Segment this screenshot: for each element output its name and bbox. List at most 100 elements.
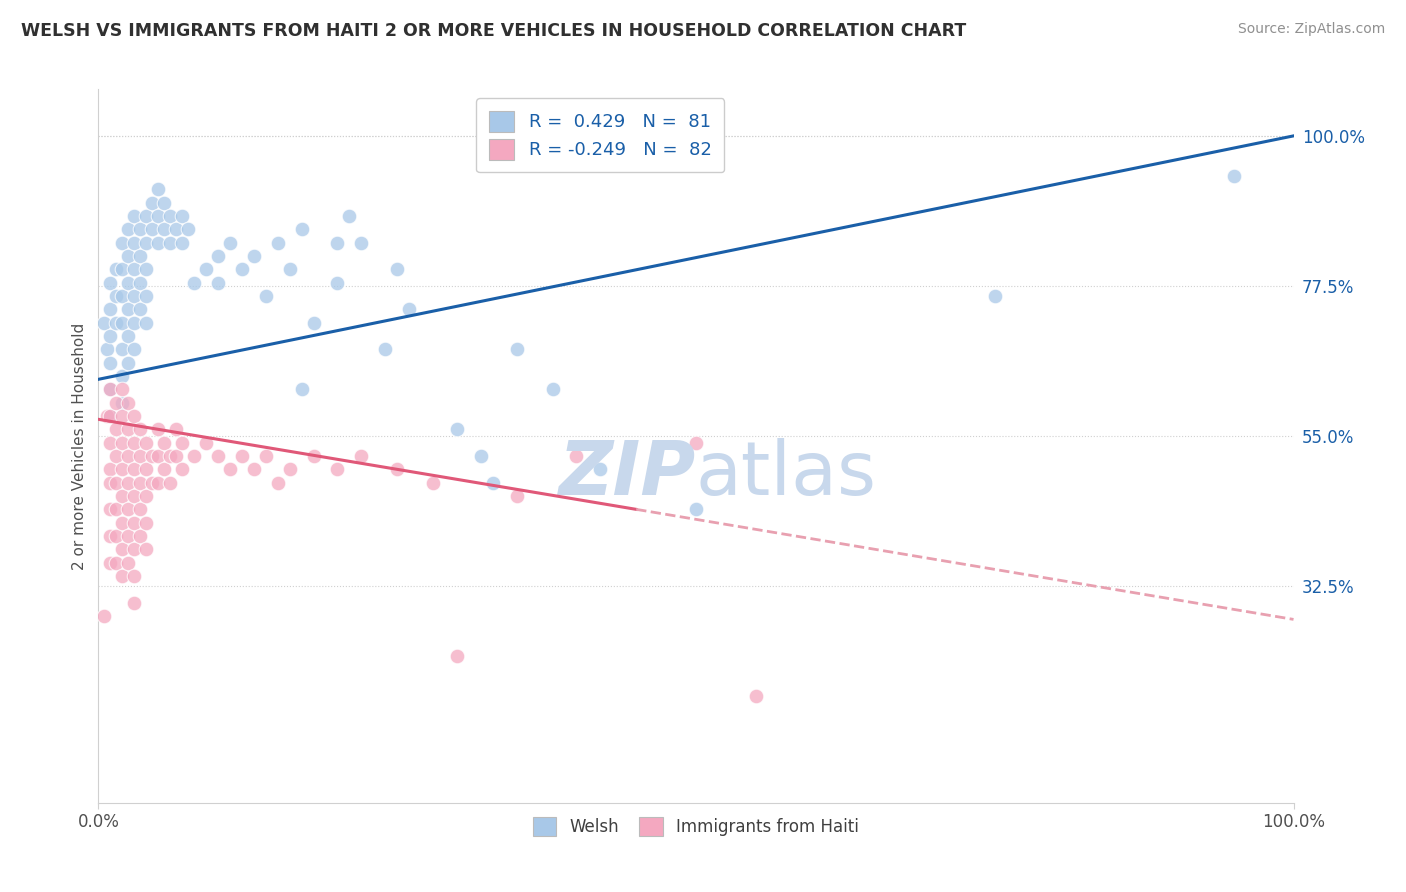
Point bbox=[589, 462, 612, 476]
Text: ZIP: ZIP bbox=[558, 438, 696, 511]
Point bbox=[685, 502, 707, 516]
Point bbox=[111, 462, 134, 476]
Point bbox=[1223, 169, 1246, 183]
Point bbox=[470, 449, 492, 463]
Point bbox=[96, 343, 118, 357]
Point bbox=[506, 343, 529, 357]
Point bbox=[141, 195, 163, 210]
Point bbox=[124, 289, 146, 303]
Point bbox=[117, 422, 139, 436]
Text: Source: ZipAtlas.com: Source: ZipAtlas.com bbox=[1237, 22, 1385, 37]
Point bbox=[111, 316, 134, 330]
Point bbox=[685, 435, 707, 450]
Point bbox=[111, 235, 134, 250]
Point bbox=[153, 195, 176, 210]
Point bbox=[117, 222, 139, 236]
Point bbox=[98, 409, 122, 423]
Point bbox=[135, 462, 157, 476]
Point bbox=[117, 529, 139, 543]
Point bbox=[129, 529, 152, 543]
Point bbox=[129, 449, 152, 463]
Point bbox=[446, 422, 468, 436]
Point bbox=[124, 262, 146, 277]
Point bbox=[105, 556, 128, 570]
Point bbox=[326, 462, 349, 476]
Point bbox=[302, 449, 325, 463]
Point bbox=[339, 209, 361, 223]
Point bbox=[111, 368, 134, 383]
Point bbox=[124, 235, 146, 250]
Point bbox=[105, 289, 128, 303]
Point bbox=[278, 262, 301, 277]
Point bbox=[135, 209, 157, 223]
Point bbox=[153, 462, 176, 476]
Point bbox=[148, 235, 170, 250]
Point bbox=[148, 449, 170, 463]
Point bbox=[243, 249, 266, 263]
Point bbox=[111, 516, 134, 530]
Point bbox=[148, 422, 170, 436]
Point bbox=[98, 329, 122, 343]
Point bbox=[148, 475, 170, 490]
Point bbox=[105, 395, 128, 409]
Point bbox=[481, 475, 505, 490]
Point bbox=[350, 449, 373, 463]
Point bbox=[141, 222, 163, 236]
Point bbox=[153, 435, 176, 450]
Point bbox=[105, 475, 128, 490]
Point bbox=[172, 462, 194, 476]
Point bbox=[243, 462, 266, 476]
Point bbox=[165, 222, 187, 236]
Point bbox=[124, 316, 146, 330]
Point bbox=[124, 569, 146, 583]
Point bbox=[111, 489, 134, 503]
Point bbox=[141, 475, 163, 490]
Point bbox=[93, 609, 115, 624]
Point bbox=[98, 302, 122, 317]
Point bbox=[446, 649, 468, 664]
Point bbox=[385, 262, 409, 277]
Point bbox=[93, 316, 115, 330]
Point bbox=[219, 235, 242, 250]
Point bbox=[117, 449, 139, 463]
Point bbox=[98, 409, 122, 423]
Point bbox=[231, 449, 253, 463]
Point bbox=[565, 449, 588, 463]
Point bbox=[207, 449, 229, 463]
Point bbox=[219, 462, 242, 476]
Point bbox=[267, 475, 290, 490]
Point bbox=[117, 249, 139, 263]
Point bbox=[96, 409, 118, 423]
Legend: Welsh, Immigrants from Haiti: Welsh, Immigrants from Haiti bbox=[524, 808, 868, 845]
Point bbox=[105, 449, 128, 463]
Point bbox=[183, 449, 205, 463]
Point bbox=[153, 222, 176, 236]
Point bbox=[98, 462, 122, 476]
Point bbox=[105, 529, 128, 543]
Point bbox=[117, 276, 139, 290]
Point bbox=[135, 235, 157, 250]
Point bbox=[207, 276, 229, 290]
Point bbox=[98, 382, 122, 396]
Point bbox=[195, 262, 218, 277]
Point bbox=[231, 262, 253, 277]
Point bbox=[350, 235, 373, 250]
Point bbox=[745, 689, 768, 703]
Point bbox=[117, 502, 139, 516]
Point bbox=[183, 276, 205, 290]
Point bbox=[98, 556, 122, 570]
Point bbox=[159, 449, 181, 463]
Point bbox=[129, 249, 152, 263]
Point bbox=[541, 382, 564, 396]
Point bbox=[98, 502, 122, 516]
Point bbox=[207, 249, 229, 263]
Point bbox=[98, 356, 122, 370]
Point bbox=[111, 409, 134, 423]
Point bbox=[135, 262, 157, 277]
Point bbox=[111, 395, 134, 409]
Point bbox=[291, 222, 314, 236]
Point bbox=[172, 435, 194, 450]
Point bbox=[135, 289, 157, 303]
Point bbox=[105, 502, 128, 516]
Point bbox=[124, 209, 146, 223]
